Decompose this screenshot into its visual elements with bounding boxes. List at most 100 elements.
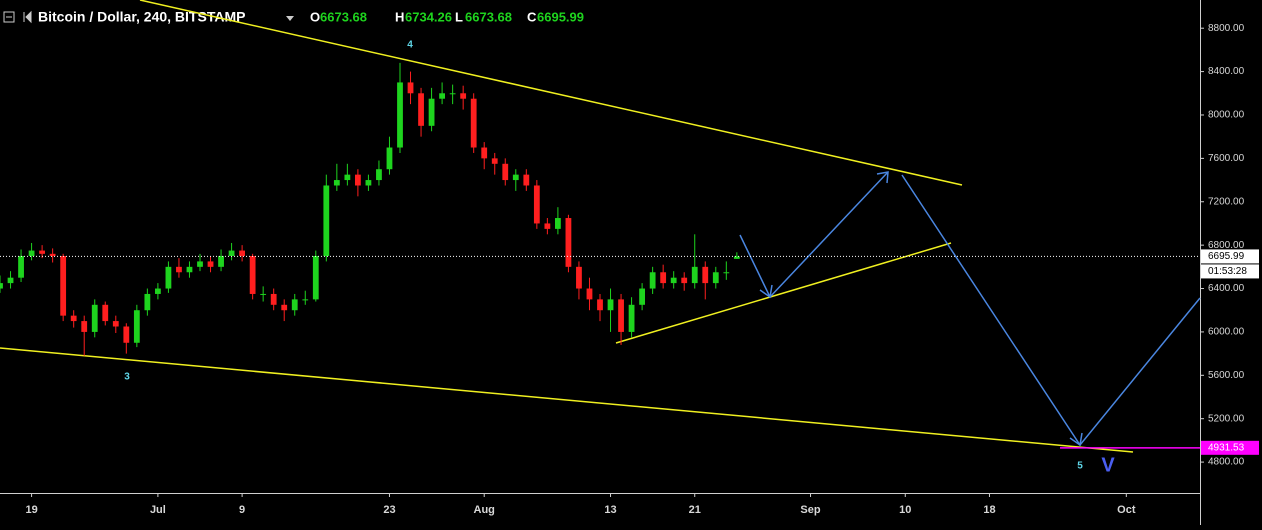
- wave-label: 3: [124, 372, 130, 383]
- level-label: 4931.53: [1208, 442, 1245, 453]
- candle-body: [544, 223, 551, 229]
- wave-label: V: [1101, 454, 1115, 476]
- candle-body: [155, 288, 161, 294]
- candle-body: [576, 266, 582, 289]
- ohlc-label: H: [395, 9, 404, 24]
- y-tick-label: 6000.00: [1208, 327, 1245, 338]
- candle-body: [218, 255, 224, 267]
- candle-body: [702, 266, 709, 284]
- candle-body: [502, 163, 509, 181]
- candle-body: [249, 255, 256, 294]
- x-tick-label: 18: [983, 504, 995, 516]
- candle-body: [733, 256, 740, 259]
- candle-body: [228, 250, 235, 256]
- y-tick-label: 8800.00: [1208, 23, 1245, 34]
- candle-body: [618, 299, 624, 332]
- y-tick-label: 8000.00: [1208, 110, 1245, 121]
- collapse-icon[interactable]: [3, 11, 15, 23]
- candle-body: [397, 82, 403, 148]
- candle-body: [723, 272, 730, 274]
- candle-body: [460, 93, 467, 99]
- trendline: [139, 0, 963, 186]
- symbol-icon: [23, 10, 32, 24]
- x-tick-label: Jul: [150, 504, 166, 516]
- y-tick-label: 6800.00: [1208, 240, 1245, 251]
- candle-body: [270, 293, 277, 305]
- wave-label: 4: [407, 40, 413, 51]
- last-price-label: 6695.99: [1208, 251, 1245, 262]
- candle-body: [691, 266, 698, 284]
- candle-body: [449, 93, 456, 95]
- last-price-box: [1201, 249, 1259, 264]
- candle-body: [60, 255, 67, 316]
- candle-body: [670, 277, 677, 284]
- x-tick-label: Aug: [474, 504, 495, 516]
- candle-body: [91, 304, 98, 332]
- ohlc-value: 6734.26: [405, 9, 452, 24]
- candle-body: [523, 174, 530, 186]
- countdown-box: [1201, 264, 1259, 279]
- candle-body: [607, 299, 614, 311]
- candle-body: [39, 250, 45, 254]
- candle-body: [586, 288, 593, 300]
- arrow-head: [759, 284, 773, 299]
- candle-body: [470, 98, 477, 148]
- y-tick-label: 7200.00: [1208, 196, 1245, 207]
- candle-body: [481, 147, 488, 159]
- wave-label: 5: [1077, 461, 1083, 472]
- candle-body: [291, 299, 298, 311]
- x-tick-label: Sep: [800, 504, 820, 516]
- candle-body: [81, 321, 88, 332]
- candle-body: [7, 277, 14, 284]
- candle-body: [428, 98, 435, 126]
- candle-body: [186, 266, 193, 273]
- candle-body: [565, 218, 572, 267]
- candle-body: [365, 180, 372, 186]
- candle-body: [176, 266, 182, 273]
- candle-body: [28, 250, 35, 256]
- candle-body: [102, 304, 109, 322]
- x-tick-label: Oct: [1117, 504, 1136, 516]
- candle-body: [18, 255, 24, 278]
- candle-body: [533, 185, 540, 224]
- arrow-head: [876, 171, 889, 184]
- candle-body: [376, 169, 382, 181]
- x-tick-label: 21: [689, 504, 701, 516]
- x-tick-label: 19: [25, 504, 37, 516]
- candle-body: [302, 299, 309, 301]
- ohlc-label: L: [455, 9, 463, 24]
- candle-body: [512, 174, 519, 181]
- y-tick-label: 8400.00: [1208, 66, 1245, 77]
- candle-body: [649, 272, 656, 289]
- candle-body: [133, 310, 140, 343]
- candle-body: [49, 253, 56, 256]
- candle-body: [333, 180, 340, 186]
- level-box: [1201, 440, 1259, 455]
- dropdown-caret[interactable]: [286, 16, 294, 21]
- y-tick-label: 5600.00: [1208, 370, 1245, 381]
- candle-body: [597, 299, 603, 311]
- x-tick-label: 10: [899, 504, 911, 516]
- candle-body: [712, 272, 719, 284]
- candle-body: [197, 261, 203, 267]
- candle-body: [418, 93, 424, 126]
- candle-body: [0, 283, 3, 289]
- arrow-head: [1069, 432, 1083, 447]
- ohlc-label: O: [310, 9, 320, 24]
- ohlc-value: 6673.68: [465, 9, 512, 24]
- candle-body: [344, 174, 351, 181]
- candle-body: [491, 158, 498, 164]
- candle-body: [681, 277, 688, 284]
- projection-arrows: [739, 171, 1201, 447]
- candle-body: [239, 250, 245, 256]
- candle-body: [355, 174, 361, 186]
- candle-body: [112, 321, 119, 327]
- candle-body: [312, 255, 319, 300]
- candle-body: [323, 185, 330, 256]
- ohlc-value: 6673.68: [320, 9, 367, 24]
- y-tick-label: 7600.00: [1208, 153, 1245, 164]
- trendline: [615, 242, 952, 344]
- candle-body: [639, 288, 645, 305]
